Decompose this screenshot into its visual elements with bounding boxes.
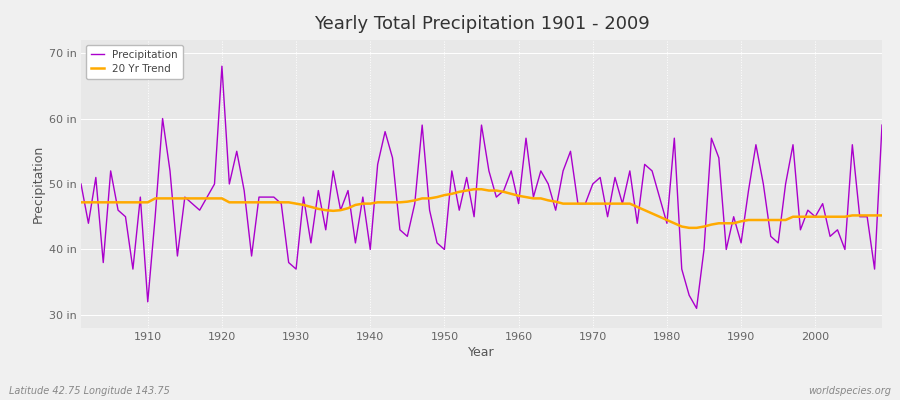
Precipitation	[520, 136, 531, 140]
20 Yr Trend	[76, 200, 86, 205]
Precipitation	[691, 306, 702, 311]
Legend: Precipitation, 20 Yr Trend: Precipitation, 20 Yr Trend	[86, 45, 183, 79]
20 Yr Trend	[684, 226, 695, 230]
20 Yr Trend	[343, 206, 354, 211]
Text: Latitude 42.75 Longitude 143.75: Latitude 42.75 Longitude 143.75	[9, 386, 170, 396]
20 Yr Trend	[298, 202, 309, 207]
Precipitation	[305, 240, 316, 245]
20 Yr Trend	[135, 200, 146, 205]
Line: Precipitation: Precipitation	[81, 66, 882, 308]
Precipitation	[609, 175, 620, 180]
Precipitation	[877, 123, 887, 128]
Precipitation	[217, 64, 228, 68]
Y-axis label: Precipitation: Precipitation	[32, 145, 45, 223]
Title: Yearly Total Precipitation 1901 - 2009: Yearly Total Precipitation 1901 - 2009	[313, 15, 650, 33]
20 Yr Trend	[877, 213, 887, 218]
Precipitation	[350, 240, 361, 245]
20 Yr Trend	[469, 187, 480, 192]
20 Yr Trend	[609, 201, 620, 206]
Line: 20 Yr Trend: 20 Yr Trend	[81, 189, 882, 228]
20 Yr Trend	[513, 193, 524, 198]
20 Yr Trend	[520, 195, 531, 200]
Precipitation	[76, 182, 86, 186]
Precipitation	[513, 201, 524, 206]
X-axis label: Year: Year	[468, 346, 495, 359]
Precipitation	[135, 195, 146, 200]
Text: worldspecies.org: worldspecies.org	[808, 386, 891, 396]
